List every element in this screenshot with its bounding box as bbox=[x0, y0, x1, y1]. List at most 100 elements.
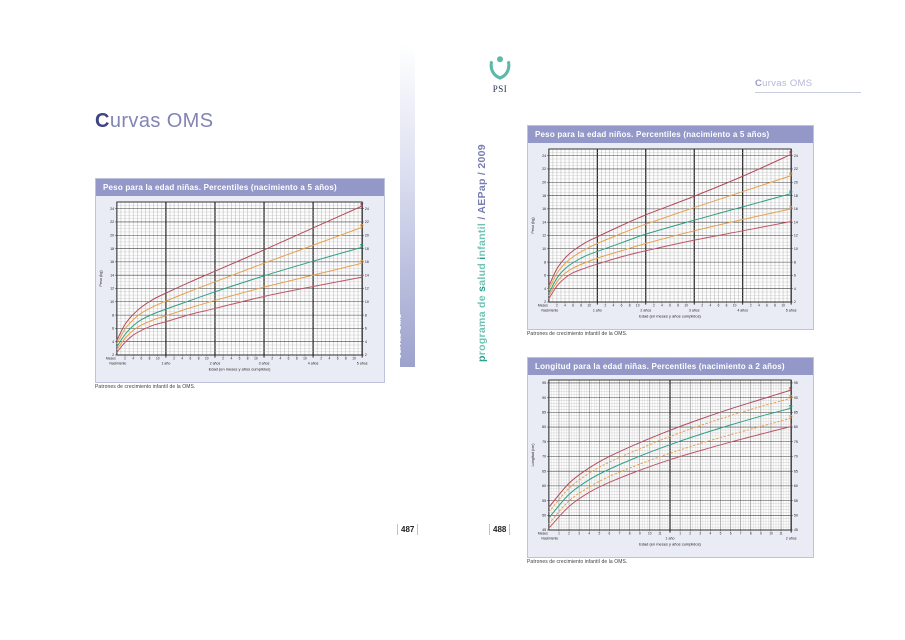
svg-text:10: 10 bbox=[684, 303, 688, 307]
svg-text:8: 8 bbox=[149, 356, 151, 360]
svg-text:2: 2 bbox=[365, 353, 367, 357]
svg-text:8: 8 bbox=[794, 260, 796, 264]
svg-text:14: 14 bbox=[542, 220, 546, 224]
svg-text:Nacimiento: Nacimiento bbox=[541, 309, 558, 313]
svg-text:20: 20 bbox=[794, 180, 798, 184]
svg-text:50: 50 bbox=[789, 405, 793, 409]
svg-text:11: 11 bbox=[779, 531, 783, 535]
svg-text:8: 8 bbox=[112, 313, 114, 317]
svg-text:50: 50 bbox=[789, 190, 793, 194]
running-header: Curvas OMS bbox=[755, 78, 861, 93]
svg-text:6: 6 bbox=[718, 303, 720, 307]
chart-panel-peso-ninos: Peso para la edad niños. Percentiles (na… bbox=[527, 125, 814, 330]
svg-text:6: 6 bbox=[621, 303, 623, 307]
svg-text:3 años: 3 años bbox=[259, 362, 270, 366]
svg-text:1 año: 1 año bbox=[161, 362, 170, 366]
svg-text:4 años: 4 años bbox=[308, 362, 319, 366]
svg-text:65: 65 bbox=[542, 469, 546, 473]
svg-text:80: 80 bbox=[794, 425, 798, 429]
svg-text:6: 6 bbox=[239, 356, 241, 360]
svg-text:20: 20 bbox=[110, 233, 114, 237]
svg-text:20: 20 bbox=[365, 233, 369, 237]
svg-text:1: 1 bbox=[679, 531, 681, 535]
svg-text:Nacimiento: Nacimiento bbox=[109, 362, 126, 366]
svg-text:2: 2 bbox=[556, 303, 558, 307]
svg-text:22: 22 bbox=[110, 220, 114, 224]
svg-text:8: 8 bbox=[750, 531, 752, 535]
chart-panel-longitud-ninas: Longitud para la edad niñas. Percentiles… bbox=[527, 357, 814, 558]
svg-text:4: 4 bbox=[564, 303, 566, 307]
svg-text:4: 4 bbox=[132, 356, 134, 360]
svg-text:8: 8 bbox=[629, 531, 631, 535]
svg-text:6: 6 bbox=[669, 303, 671, 307]
svg-text:5: 5 bbox=[720, 531, 722, 535]
svg-text:85: 85 bbox=[360, 224, 364, 228]
svg-text:Peso (kg): Peso (kg) bbox=[99, 270, 103, 287]
svg-text:60: 60 bbox=[794, 484, 798, 488]
svg-text:4: 4 bbox=[710, 303, 712, 307]
svg-text:16: 16 bbox=[542, 207, 546, 211]
svg-text:Nacimiento: Nacimiento bbox=[541, 537, 558, 541]
svg-text:10: 10 bbox=[636, 303, 640, 307]
svg-text:24: 24 bbox=[794, 154, 798, 158]
svg-text:18: 18 bbox=[110, 247, 114, 251]
svg-text:14: 14 bbox=[794, 220, 798, 224]
svg-text:6: 6 bbox=[141, 356, 143, 360]
svg-text:2: 2 bbox=[112, 353, 114, 357]
svg-text:22: 22 bbox=[794, 167, 798, 171]
svg-text:45: 45 bbox=[794, 528, 798, 532]
svg-text:12: 12 bbox=[110, 287, 114, 291]
svg-text:18: 18 bbox=[794, 194, 798, 198]
svg-text:15: 15 bbox=[789, 415, 793, 419]
page-number-right: 488 bbox=[489, 524, 511, 535]
svg-text:3: 3 bbox=[790, 423, 792, 427]
sidebar-vertical: programa de salud infantil / AEPap / 200… bbox=[476, 120, 504, 362]
svg-text:Longitud (cm): Longitud (cm) bbox=[531, 443, 535, 467]
chart-canvas-peso-ninas: 2 2 4 4 6 6 8 8 10 10 12 12 14 14 16 16 18 18 20 20 22 22 24 24… bbox=[96, 196, 384, 382]
svg-text:90: 90 bbox=[794, 396, 798, 400]
svg-text:10: 10 bbox=[303, 356, 307, 360]
chapter-tab: Curvas OMS bbox=[396, 45, 415, 367]
svg-text:4: 4 bbox=[329, 356, 331, 360]
svg-text:10: 10 bbox=[542, 247, 546, 251]
svg-text:8: 8 bbox=[345, 356, 347, 360]
svg-text:95: 95 bbox=[794, 381, 798, 385]
chart-title-banner: Peso para la edad niños. Percentiles (na… bbox=[528, 126, 813, 143]
svg-text:10: 10 bbox=[587, 303, 591, 307]
svg-text:2: 2 bbox=[701, 303, 703, 307]
svg-text:6: 6 bbox=[544, 274, 546, 278]
svg-text:2: 2 bbox=[689, 531, 691, 535]
svg-text:85: 85 bbox=[789, 172, 793, 176]
psi-logo-text: PSI bbox=[492, 84, 508, 94]
svg-text:22: 22 bbox=[365, 220, 369, 224]
chart-title-banner: Longitud para la edad niñas. Percentiles… bbox=[528, 358, 813, 375]
svg-text:10: 10 bbox=[110, 300, 114, 304]
svg-text:8: 8 bbox=[726, 303, 728, 307]
psi-logo-icon bbox=[489, 56, 511, 80]
svg-text:Meses: Meses bbox=[538, 531, 548, 535]
svg-text:4: 4 bbox=[181, 356, 183, 360]
svg-text:15: 15 bbox=[789, 205, 793, 209]
svg-text:1: 1 bbox=[558, 531, 560, 535]
svg-text:3: 3 bbox=[361, 274, 363, 278]
chart-canvas-peso-ninos: 2 2 4 4 6 6 8 8 10 10 12 12 14 14 16 16 18 18 20 20 22 22 24 24… bbox=[528, 143, 813, 329]
svg-text:65: 65 bbox=[794, 469, 798, 473]
svg-text:10: 10 bbox=[733, 303, 737, 307]
svg-text:16: 16 bbox=[365, 260, 369, 264]
svg-text:3: 3 bbox=[578, 531, 580, 535]
svg-text:24: 24 bbox=[542, 154, 546, 158]
svg-text:11: 11 bbox=[658, 531, 662, 535]
svg-text:6: 6 bbox=[112, 327, 114, 331]
svg-text:2: 2 bbox=[222, 356, 224, 360]
svg-text:4: 4 bbox=[710, 531, 712, 535]
chart-source-note: Patrones de crecimiento infantil de la O… bbox=[527, 559, 628, 565]
svg-text:3: 3 bbox=[790, 218, 792, 222]
svg-text:60: 60 bbox=[542, 484, 546, 488]
svg-text:9: 9 bbox=[760, 531, 762, 535]
svg-text:3 años: 3 años bbox=[689, 309, 700, 313]
svg-text:4: 4 bbox=[544, 287, 546, 291]
svg-text:2: 2 bbox=[653, 303, 655, 307]
svg-text:Edad (en meses y años cumplido: Edad (en meses y años cumplidos) bbox=[639, 541, 701, 546]
svg-text:75: 75 bbox=[542, 440, 546, 444]
svg-text:24: 24 bbox=[110, 207, 114, 211]
